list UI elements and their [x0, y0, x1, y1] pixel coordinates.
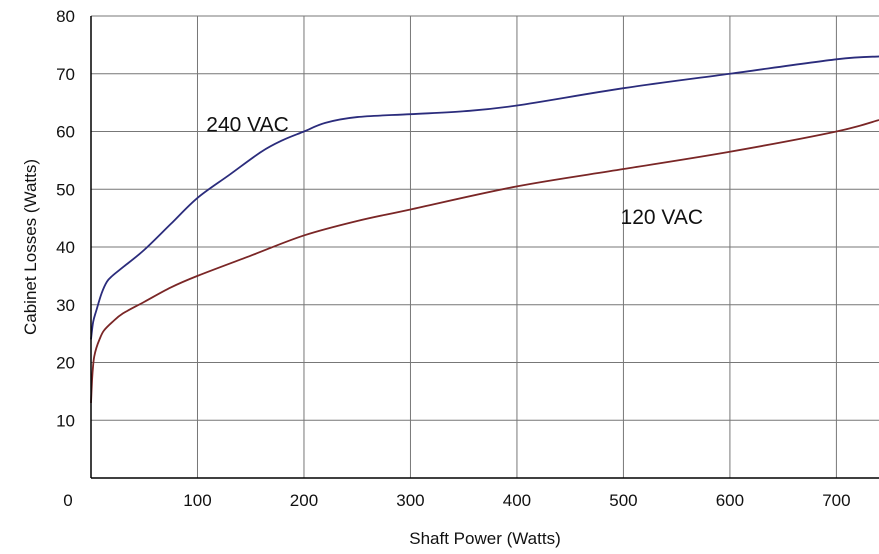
series-line-1 — [90, 119, 879, 403]
x-tick-labels: 0 100 200 300 400 500 600 700 — [63, 491, 850, 510]
x-tick-label-700: 700 — [822, 491, 850, 510]
x-tick-label-600: 600 — [716, 491, 744, 510]
x-tick-label-400: 400 — [503, 491, 531, 510]
y-tick-label-40: 40 — [56, 238, 75, 257]
x-tick-label-500: 500 — [609, 491, 637, 510]
series-lines — [90, 55, 879, 403]
y-tick-label-10: 10 — [56, 411, 75, 430]
x-tick-label-0: 0 — [63, 491, 72, 510]
x-axis-title: Shaft Power (Watts) — [409, 529, 560, 548]
horizontal-gridlines — [91, 15, 879, 421]
y-tick-label-20: 20 — [56, 354, 75, 373]
series-labels: 240 VAC 120 VAC — [206, 114, 703, 229]
y-axis-title: Cabinet Losses (Watts) — [21, 159, 40, 335]
y-tick-labels: 10 20 30 40 50 60 70 80 — [56, 7, 75, 430]
series-label-0: 240 VAC — [206, 114, 289, 137]
x-tick-label-200: 200 — [290, 491, 318, 510]
y-tick-label-70: 70 — [56, 65, 75, 84]
y-tick-label-80: 80 — [56, 7, 75, 26]
y-tick-label-50: 50 — [56, 180, 75, 199]
series-line-0 — [90, 55, 879, 340]
x-tick-label-100: 100 — [183, 491, 211, 510]
y-tick-label-60: 60 — [56, 123, 75, 142]
y-tick-label-30: 30 — [56, 296, 75, 315]
series-label-1: 120 VAC — [621, 206, 704, 229]
x-tick-label-300: 300 — [396, 491, 424, 510]
